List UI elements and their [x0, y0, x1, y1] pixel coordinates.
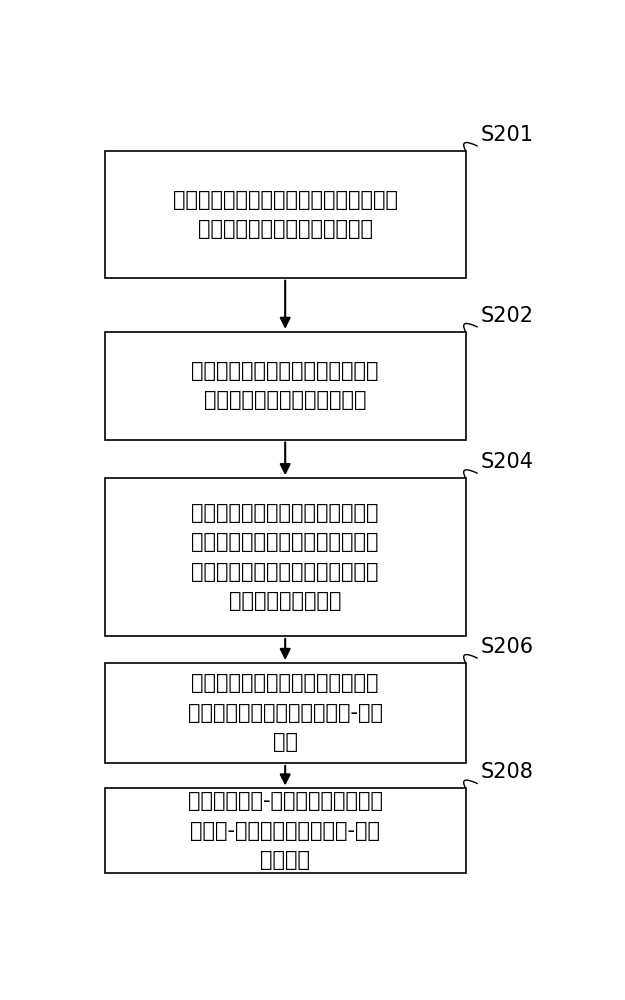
Text: 在多个时刻读取臂架的水平面的旋
转角度和竖直面内的旋转角度: 在多个时刻读取臂架的水平面的旋 转角度和竖直面内的旋转角度 [191, 361, 379, 410]
Text: S201: S201 [480, 125, 533, 145]
Text: S206: S206 [480, 637, 533, 657]
Text: S208: S208 [480, 762, 533, 782]
Text: 设定水平面内的旋转角度的基准点，并设
定竖直面内的旋转角度的基准点: 设定水平面内的旋转角度的基准点，并设 定竖直面内的旋转角度的基准点 [173, 190, 398, 239]
FancyBboxPatch shape [105, 478, 466, 636]
FancyBboxPatch shape [105, 151, 466, 278]
Text: S204: S204 [480, 452, 533, 472]
Text: 分别制作出臂架的端部的三维坐标
中的每一个随时间变化的时间-坐标
曲线: 分别制作出臂架的端部的三维坐标 中的每一个随时间变化的时间-坐标 曲线 [188, 673, 382, 752]
Text: 根据臂架的长度、各个时刻所读取
的水平面的旋转角度、竖直面的旋
转角度计算出各节臂架的端部在各
个时刻的的三维坐标: 根据臂架的长度、各个时刻所读取 的水平面的旋转角度、竖直面的旋 转角度计算出各节… [191, 503, 379, 611]
FancyBboxPatch shape [105, 788, 466, 873]
Text: S202: S202 [480, 306, 533, 326]
Text: 根据每条时间-坐标曲线计算出相应
的时间-振动位移曲线和时间-振动
频率曲线: 根据每条时间-坐标曲线计算出相应 的时间-振动位移曲线和时间-振动 频率曲线 [188, 791, 382, 870]
FancyBboxPatch shape [105, 663, 466, 763]
FancyBboxPatch shape [105, 332, 466, 440]
